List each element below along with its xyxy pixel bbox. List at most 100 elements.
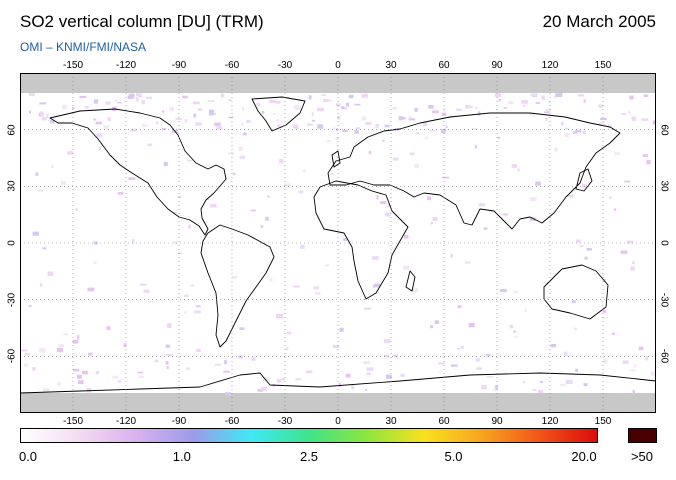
- so2-pixel: [351, 384, 355, 390]
- so2-pixel: [429, 129, 437, 132]
- so2-pixel: [57, 347, 63, 353]
- so2-pixel: [414, 108, 418, 112]
- so2-pixel: [311, 112, 314, 116]
- so2-pixel: [162, 128, 166, 131]
- so2-pixel: [456, 108, 462, 111]
- so2-pixel: [414, 164, 419, 168]
- so2-pixel: [529, 217, 536, 221]
- lon-tick-label: -120: [115, 416, 137, 427]
- data-credit: OMI – KNMI/FMI/NASA: [20, 40, 147, 54]
- lon-tick-label: -60: [224, 416, 240, 427]
- lon-tick-label: 120: [541, 416, 559, 427]
- world-map: [20, 73, 656, 413]
- so2-pixel: [216, 126, 223, 130]
- so2-pixel: [423, 121, 427, 126]
- so2-pixel: [516, 168, 521, 172]
- so2-pixel: [609, 196, 612, 199]
- so2-pixel: [209, 109, 215, 113]
- so2-pixel: [386, 203, 390, 208]
- so2-pixel: [400, 373, 405, 377]
- lat-tick-label: -60: [658, 349, 670, 364]
- so2-pixel: [529, 197, 537, 202]
- lat-tick-label: 0: [658, 240, 670, 246]
- so2-pixel: [106, 326, 111, 331]
- so2-pixel: [474, 144, 477, 149]
- lat-tick-label: -60: [6, 349, 18, 364]
- so2-pixel: [146, 124, 149, 127]
- so2-pixel: [99, 146, 102, 151]
- so2-pixel: [583, 383, 588, 387]
- so2-pixel: [365, 388, 368, 391]
- so2-pixel: [105, 101, 111, 105]
- so2-pixel: [128, 93, 135, 98]
- so2-pixel: [555, 93, 563, 98]
- so2-pixel: [276, 118, 280, 122]
- lon-tick-label: -90: [171, 60, 187, 71]
- so2-pixel: [186, 367, 190, 370]
- so2-pixel: [614, 208, 617, 211]
- so2-pixel: [600, 117, 607, 120]
- so2-pixel: [475, 106, 478, 109]
- lon-tick-label: -150: [62, 60, 84, 71]
- so2-pixel: [242, 132, 247, 136]
- so2-pixel: [77, 335, 80, 340]
- so2-pixel: [103, 125, 109, 130]
- so2-pixel: [576, 239, 581, 243]
- so2-pixel: [87, 287, 95, 292]
- so2-pixel: [541, 95, 545, 100]
- so2-pixel: [195, 305, 201, 308]
- so2-pixel: [355, 127, 361, 130]
- so2-pixel: [434, 320, 440, 325]
- so2-pixel: [141, 100, 145, 105]
- so2-pixel: [72, 339, 79, 344]
- so2-pixel: [39, 283, 43, 287]
- so2-pixel: [114, 99, 118, 102]
- lon-tick-label: -60: [224, 60, 240, 71]
- so2-pixel: [624, 180, 631, 183]
- so2-pixel: [345, 102, 350, 107]
- so2-pixel: [424, 136, 429, 140]
- so2-pixel: [361, 116, 367, 121]
- so2-pixel: [128, 177, 136, 180]
- so2-pixel: [573, 327, 578, 331]
- so2-pixel: [497, 136, 501, 139]
- so2-pixel: [232, 275, 236, 279]
- so2-pixel: [335, 103, 341, 107]
- so2-pixel: [62, 105, 68, 110]
- so2-pixel: [522, 104, 526, 107]
- so2-pixel: [263, 377, 270, 382]
- so2-pixel: [345, 373, 351, 378]
- so2-pixel: [564, 133, 570, 137]
- so2-pixel: [468, 105, 473, 108]
- so2-pixel: [403, 234, 409, 239]
- so2-pixel: [550, 343, 557, 348]
- so2-pixel: [481, 385, 487, 390]
- so2-pixel: [574, 129, 581, 133]
- so2-pixel: [239, 327, 245, 330]
- so2-pixel: [485, 354, 491, 357]
- so2-pixel: [642, 154, 648, 157]
- so2-pixel: [543, 111, 550, 114]
- so2-pixel: [542, 282, 550, 284]
- so2-pixel: [313, 286, 319, 290]
- so2-pixel: [368, 150, 372, 155]
- so2-pixel: [439, 371, 442, 373]
- so2-pixel: [84, 106, 89, 109]
- so2-pixel: [266, 195, 271, 198]
- so2-pixel: [583, 99, 586, 103]
- so2-pixel: [432, 217, 438, 221]
- so2-pixel: [384, 212, 391, 217]
- so2-pixel: [376, 195, 379, 200]
- colorbar-label: 1.0: [172, 449, 191, 464]
- lon-tick-label: -30: [277, 60, 293, 71]
- graticule: [20, 73, 656, 413]
- so2-pixel: [545, 117, 548, 121]
- so2-pixel: [241, 123, 244, 126]
- so2-pixel: [571, 300, 576, 303]
- so2-pixel: [35, 172, 39, 176]
- so2-pixel: [281, 377, 285, 381]
- so2-pixel: [177, 252, 183, 255]
- so2-pixel: [142, 123, 146, 128]
- so2-pixel: [366, 367, 374, 371]
- so2-pixel: [409, 152, 415, 156]
